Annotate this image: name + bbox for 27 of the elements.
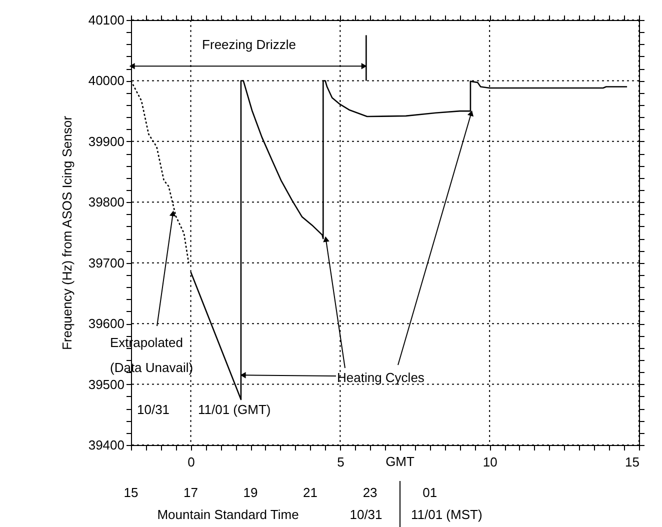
y-tick-label: 39600 xyxy=(88,316,124,332)
text: 11/01 (MST) xyxy=(411,507,482,522)
x-tick-label: 10 xyxy=(482,454,498,470)
x-axis-title: GMT xyxy=(386,454,414,469)
annotation: 10/31 xyxy=(137,402,170,417)
x2-tick-label: 23 xyxy=(362,485,378,500)
y-tick-label: 40000 xyxy=(88,73,124,88)
x-tick-label: 15 xyxy=(625,454,640,470)
annotation: 11/01 (GMT) xyxy=(198,402,271,417)
x2-axis-title: Mountain Standard Time xyxy=(157,507,299,522)
annotation: Freezing Drizzle xyxy=(202,37,296,52)
x2-tick-label: 01 xyxy=(422,485,438,500)
y-tick-label: 39400 xyxy=(88,438,124,452)
y-tick-label: 39500 xyxy=(88,376,124,392)
x-tick-label: 5 xyxy=(337,454,344,470)
y-axis-title: Frequency (Hz) from ASOS Icing Sensor xyxy=(59,115,74,350)
annotation: Heating Cycles xyxy=(337,370,425,385)
x2-tick-label: 19 xyxy=(243,485,258,500)
y-tick-label: 39800 xyxy=(88,194,124,210)
x-tick-label: 0 xyxy=(188,454,195,470)
y-tick-label: 40100 xyxy=(88,12,124,28)
x2-tick-label: 15 xyxy=(124,485,138,500)
text: 10/31 xyxy=(350,507,382,522)
x2-tick-label: 21 xyxy=(303,485,318,500)
x2-tick-label: 17 xyxy=(184,485,198,500)
y-tick-label: 39700 xyxy=(88,255,124,270)
y-tick-label: 39900 xyxy=(88,134,124,149)
